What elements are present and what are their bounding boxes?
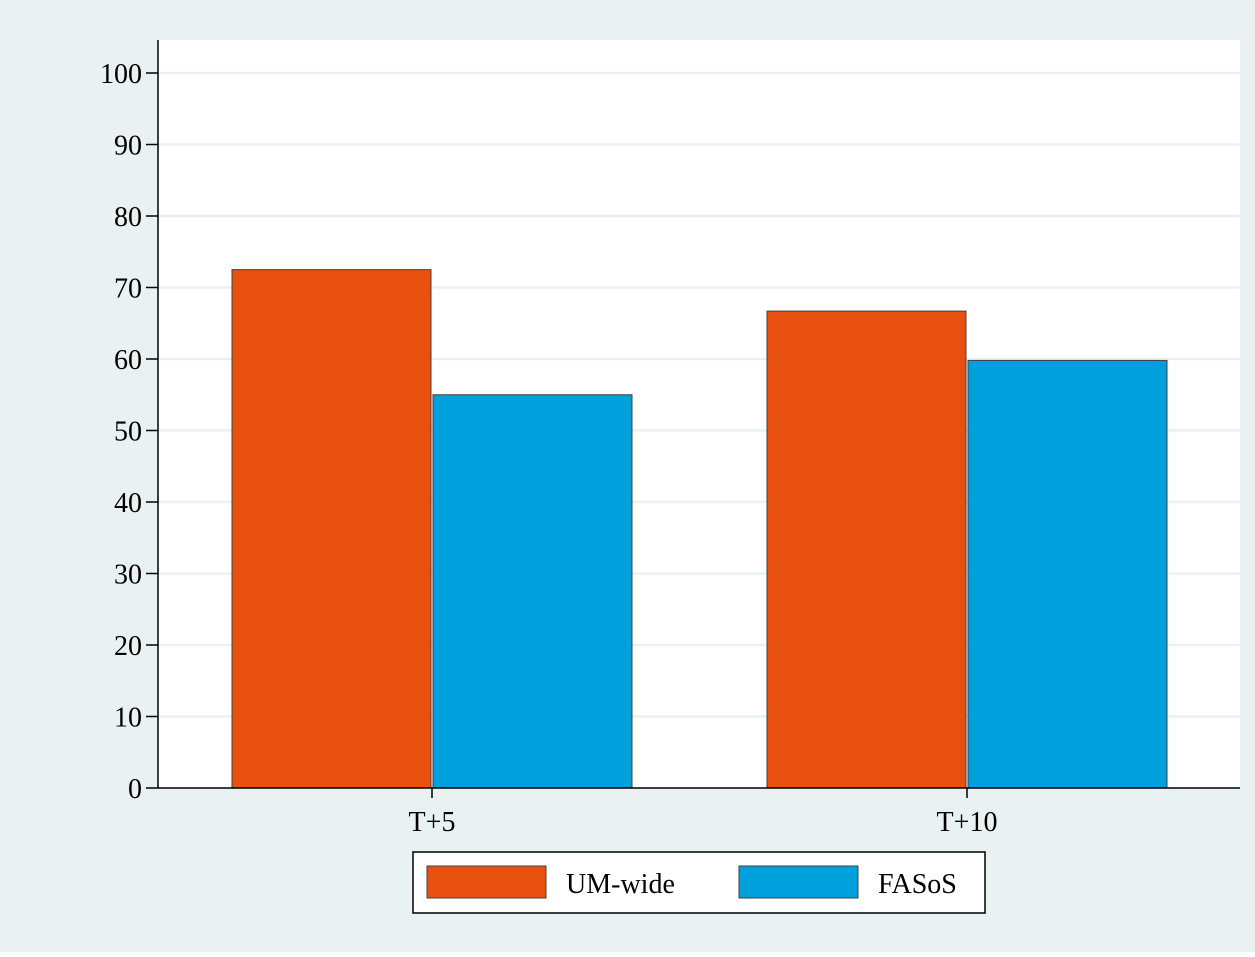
y-tick-label: 0 xyxy=(128,774,142,805)
y-tick-label: 20 xyxy=(114,631,142,662)
x-tick-label: T+5 xyxy=(409,807,456,838)
bar-um-wide-1 xyxy=(766,310,967,789)
bar-fasos-0 xyxy=(432,394,633,789)
y-tick-label: 10 xyxy=(114,703,142,734)
legend-swatch xyxy=(426,865,547,899)
y-tick-label: 50 xyxy=(114,417,142,448)
y-tick-label: 60 xyxy=(114,345,142,376)
x-axis-ticks: T+5 T+10 xyxy=(409,788,998,838)
x-tick-label: T+10 xyxy=(937,807,998,838)
bar-um-wide-0 xyxy=(231,269,432,789)
legend-swatch xyxy=(738,865,859,899)
bars xyxy=(231,269,1168,789)
y-tick-label: 40 xyxy=(114,488,142,519)
y-tick-label: 30 xyxy=(114,560,142,591)
bar-fasos-1 xyxy=(967,359,1168,789)
y-tick-label: 80 xyxy=(114,202,142,233)
legend-label: UM-wide xyxy=(566,869,675,900)
y-tick-label: 100 xyxy=(100,59,142,90)
y-tick-label: 90 xyxy=(114,131,142,162)
legend-label: FASoS xyxy=(878,869,957,900)
legend: UM-wide FASoS xyxy=(412,851,986,914)
y-tick-label: 70 xyxy=(114,274,142,305)
y-axis-ticks: 0 10 20 30 40 50 60 70 80 90 100 xyxy=(100,59,158,805)
